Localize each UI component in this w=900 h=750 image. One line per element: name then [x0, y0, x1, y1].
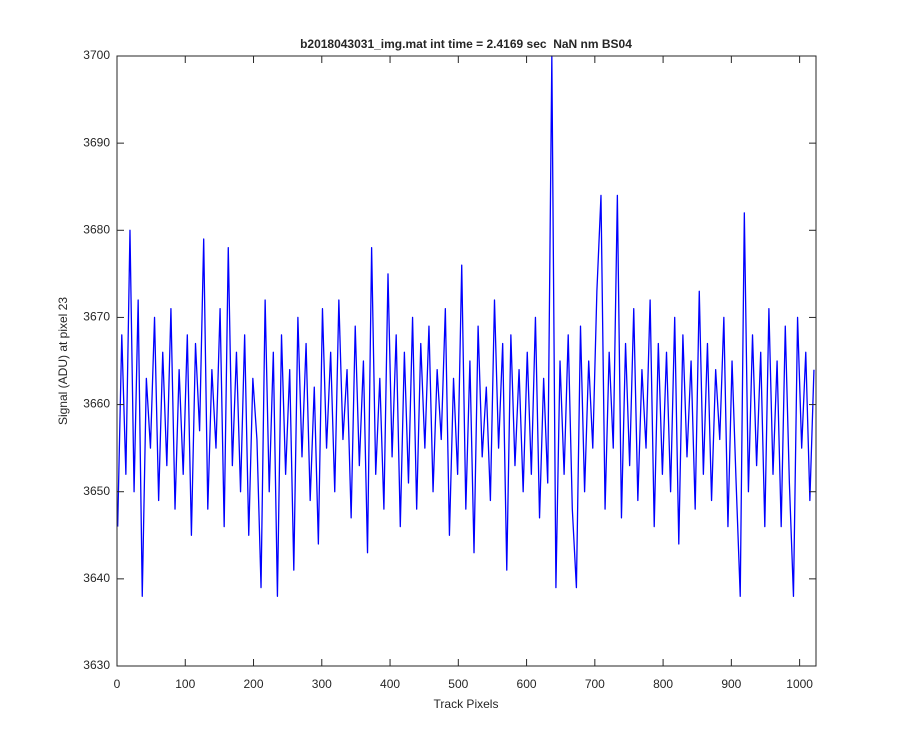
y-axis-label: Signal (ADU) at pixel 23: [56, 297, 70, 425]
y-tick-label: 3640: [83, 571, 110, 585]
y-tick-label: 3630: [83, 658, 110, 672]
chart-title: b2018043031_img.mat int time = 2.4169 se…: [300, 37, 632, 51]
x-tick-label: 400: [380, 677, 400, 691]
x-axis-label: Track Pixels: [434, 697, 499, 711]
x-tick-label: 1000: [786, 677, 813, 691]
x-tick-label: 0: [114, 677, 121, 691]
y-tick-label: 3660: [83, 397, 110, 411]
data-line: [117, 55, 815, 597]
x-tick-label: 600: [517, 677, 537, 691]
y-tick-label: 3700: [83, 48, 110, 62]
x-tick-label: 700: [585, 677, 605, 691]
y-tick-label: 3670: [83, 310, 110, 324]
x-tick-label: 900: [721, 677, 741, 691]
x-tick-label: 200: [244, 677, 264, 691]
y-tick-label: 3680: [83, 222, 110, 236]
x-tick-label: 500: [448, 677, 468, 691]
x-tick-label: 100: [175, 677, 195, 691]
x-tick-label: 300: [312, 677, 332, 691]
y-tick-label: 3690: [83, 135, 110, 149]
plot-frame: [116, 55, 817, 667]
y-tick-label: 3650: [83, 484, 110, 498]
x-tick-label: 800: [653, 677, 673, 691]
